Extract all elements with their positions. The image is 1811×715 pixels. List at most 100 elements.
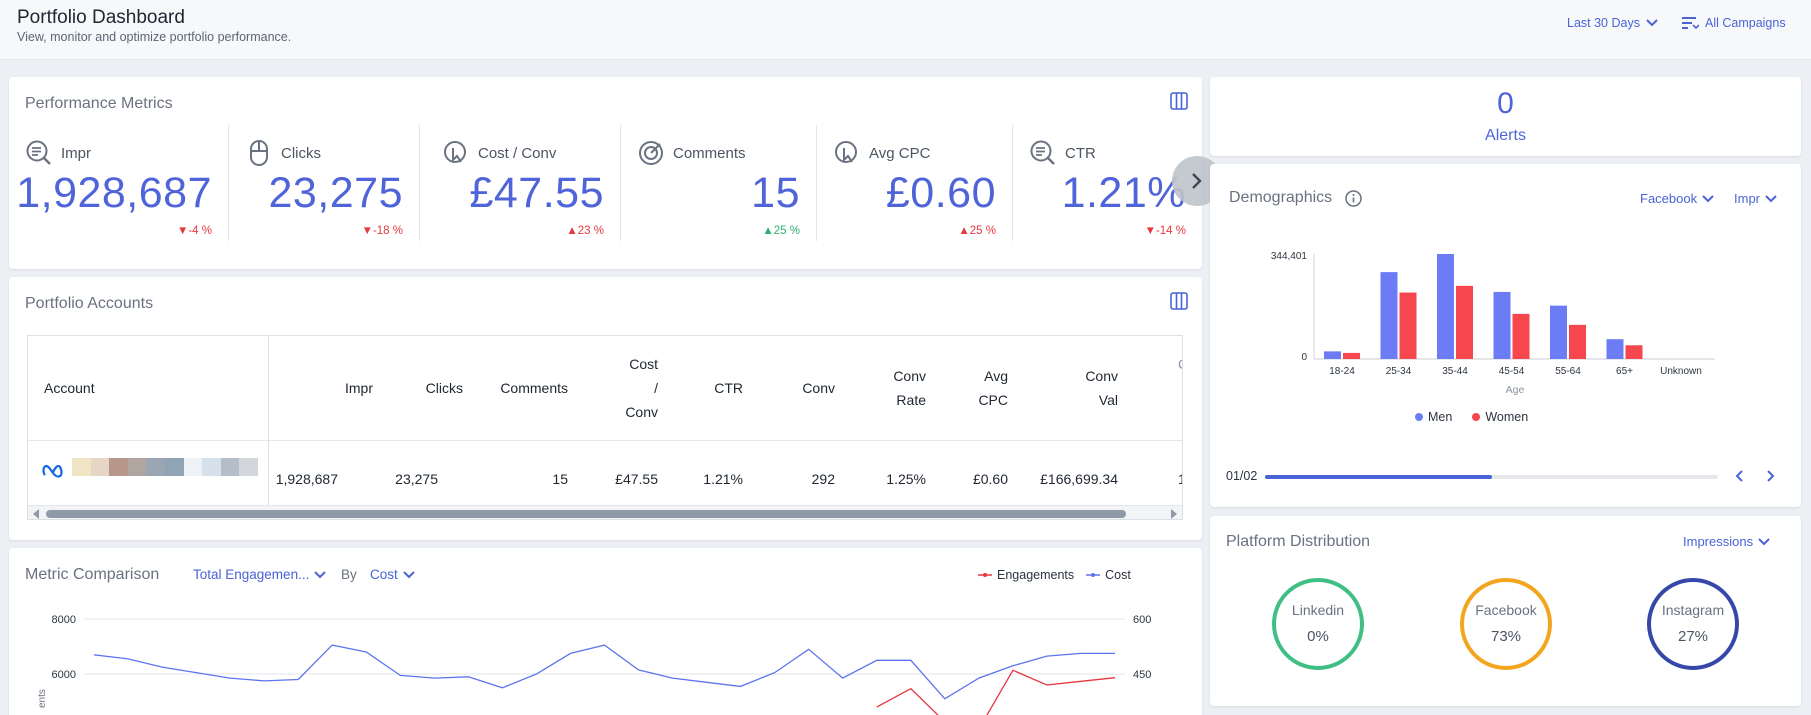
metric-label: Avg CPC <box>869 145 931 162</box>
legend-cost[interactable]: Cost <box>1086 568 1131 582</box>
chevron-down-icon <box>1702 194 1714 202</box>
platform-label: Facebook <box>1640 191 1698 206</box>
y-right-tick: 450 <box>1133 669 1151 681</box>
x-tick-label: 25-34 <box>1386 366 1412 377</box>
header-line: / <box>654 380 658 396</box>
chevron-down-icon <box>1765 194 1777 202</box>
demo-metric-label: Impr <box>1734 191 1760 206</box>
demo-metric-dropdown[interactable]: Impr <box>1734 191 1777 206</box>
x-tick-label: 45-54 <box>1499 366 1525 377</box>
metric-tile[interactable]: Clicks 23,275 ▼-18 % <box>229 125 420 241</box>
info-icon[interactable] <box>1345 190 1362 207</box>
cell-partial: 1 <box>1178 471 1182 487</box>
search-list-icon <box>1030 140 1055 165</box>
by-label: By <box>341 567 357 582</box>
column-header-account[interactable]: Account <box>44 380 95 396</box>
metric-a-dropdown[interactable]: Total Engagemen... <box>193 567 327 582</box>
metric-value: 1.21% <box>1061 169 1186 217</box>
metric-label: Comments <box>673 145 746 162</box>
chevron-down-icon <box>1646 19 1658 27</box>
column-header-conv[interactable]: Conv <box>802 380 835 396</box>
y-axis-label: ents <box>37 689 48 708</box>
scroll-left-icon[interactable] <box>32 509 40 519</box>
header-line: CPC <box>978 392 1008 408</box>
x-tick-label: Unknown <box>1660 366 1702 377</box>
x-tick-label: 55-64 <box>1555 366 1581 377</box>
page-subtitle: View, monitor and optimize portfolio per… <box>17 30 292 44</box>
platform-dropdown[interactable]: Facebook <box>1640 191 1714 206</box>
columns-icon[interactable] <box>1170 292 1188 310</box>
horizontal-scrollbar[interactable] <box>28 505 1182 519</box>
date-range-dropdown[interactable]: Last 30 Days <box>1567 16 1658 30</box>
metric-change: ▼-4 % <box>176 225 212 237</box>
bar-women <box>1343 352 1360 359</box>
metric-b-dropdown[interactable]: Cost <box>370 567 415 582</box>
chart-series <box>93 644 1116 715</box>
platform-ring-facebook[interactable]: Facebook 73% <box>1460 578 1552 670</box>
metric-tile[interactable]: CTR 1.21% ▼-14 % <box>1013 125 1202 241</box>
column-header-partial[interactable]: C <box>1178 352 1182 376</box>
column-header-impr[interactable]: Impr <box>345 380 373 396</box>
column-header-ctr[interactable]: CTR <box>714 380 743 396</box>
metric-tile[interactable]: Cost / Conv £47.55 ▲23 % <box>426 125 621 241</box>
bar-men <box>1606 339 1624 359</box>
demographics-title: Demographics <box>1229 189 1333 206</box>
chevron-down-icon <box>314 570 327 578</box>
cursor-coin-icon <box>444 141 466 163</box>
date-range-label: Last 30 Days <box>1567 16 1640 30</box>
columns-icon[interactable] <box>1170 92 1188 110</box>
cell-conv-val: £166,699.34 <box>1040 471 1118 487</box>
metric-tile[interactable]: Avg CPC £0.60 ▲25 % <box>817 125 1013 241</box>
cell-avg-cpc: £0.60 <box>972 471 1008 487</box>
chevron-left-icon[interactable] <box>1734 469 1746 483</box>
metric-value: 15 <box>751 169 800 217</box>
legend-line-marker <box>1086 573 1101 577</box>
legend-men-label: Men <box>1428 410 1453 424</box>
platform-name: Instagram <box>1661 602 1725 618</box>
cursor-coin-icon <box>835 141 857 163</box>
chevron-down-icon <box>403 570 415 578</box>
platform-ring-linkedin[interactable]: Linkedin 0% <box>1272 578 1364 670</box>
cell-cost-conv: £47.55 <box>615 471 658 487</box>
legend-men[interactable]: Men <box>1415 410 1452 424</box>
platform-ring-instagram[interactable]: Instagram 27% <box>1647 578 1739 670</box>
comparison-title: Metric Comparison <box>25 566 160 583</box>
platform-metric-label: Impressions <box>1683 534 1754 549</box>
metric-change: ▲25 % <box>762 225 800 237</box>
metric-tile[interactable]: Impr 1,928,687 ▼-4 % <box>9 125 229 241</box>
header-line: Rate <box>896 392 926 408</box>
legend-line-marker <box>978 573 992 577</box>
legend-cost-label: Cost <box>1105 568 1131 582</box>
metric-value: £47.55 <box>469 169 604 217</box>
legend-engagements[interactable]: Engagements <box>978 568 1074 582</box>
performance-card <box>9 77 1202 269</box>
y-tick: 344,401 <box>1271 251 1308 262</box>
legend-women-label: Women <box>1485 410 1529 424</box>
column-header-clicks[interactable]: Clicks <box>425 380 463 396</box>
chevron-right-icon <box>1192 173 1202 189</box>
metric-change: ▲25 % <box>958 225 996 237</box>
column-header-comments[interactable]: Comments <box>500 380 568 396</box>
scrollbar-thumb[interactable] <box>46 510 1126 518</box>
metric-tile[interactable]: Comments 15 ▲25 % <box>621 125 817 241</box>
campaigns-filter[interactable]: All Campaigns <box>1681 16 1786 30</box>
legend-women[interactable]: Women <box>1472 410 1528 424</box>
y-left-tick: 6000 <box>52 669 76 681</box>
bar-men <box>1437 254 1454 359</box>
mouse-icon <box>250 140 268 166</box>
column-divider <box>268 336 269 505</box>
platform-metric-dropdown[interactable]: Impressions <box>1683 534 1770 549</box>
comparison-legend: Engagements Cost <box>978 568 1131 582</box>
filter-list-icon <box>1682 17 1699 30</box>
platform-name: Facebook <box>1475 602 1537 618</box>
platform-name: Linkedin <box>1291 602 1345 618</box>
bar-men <box>1550 305 1567 359</box>
pager-progress-track <box>1265 475 1718 479</box>
scroll-right-icon[interactable] <box>1170 509 1178 519</box>
chevron-right-icon[interactable] <box>1764 469 1776 483</box>
target-icon <box>639 141 663 165</box>
metric-label: Clicks <box>281 145 321 162</box>
bar-men <box>1380 272 1398 359</box>
alerts-card[interactable]: 0 Alerts <box>1210 77 1801 156</box>
metric-label: Impr <box>61 145 91 162</box>
